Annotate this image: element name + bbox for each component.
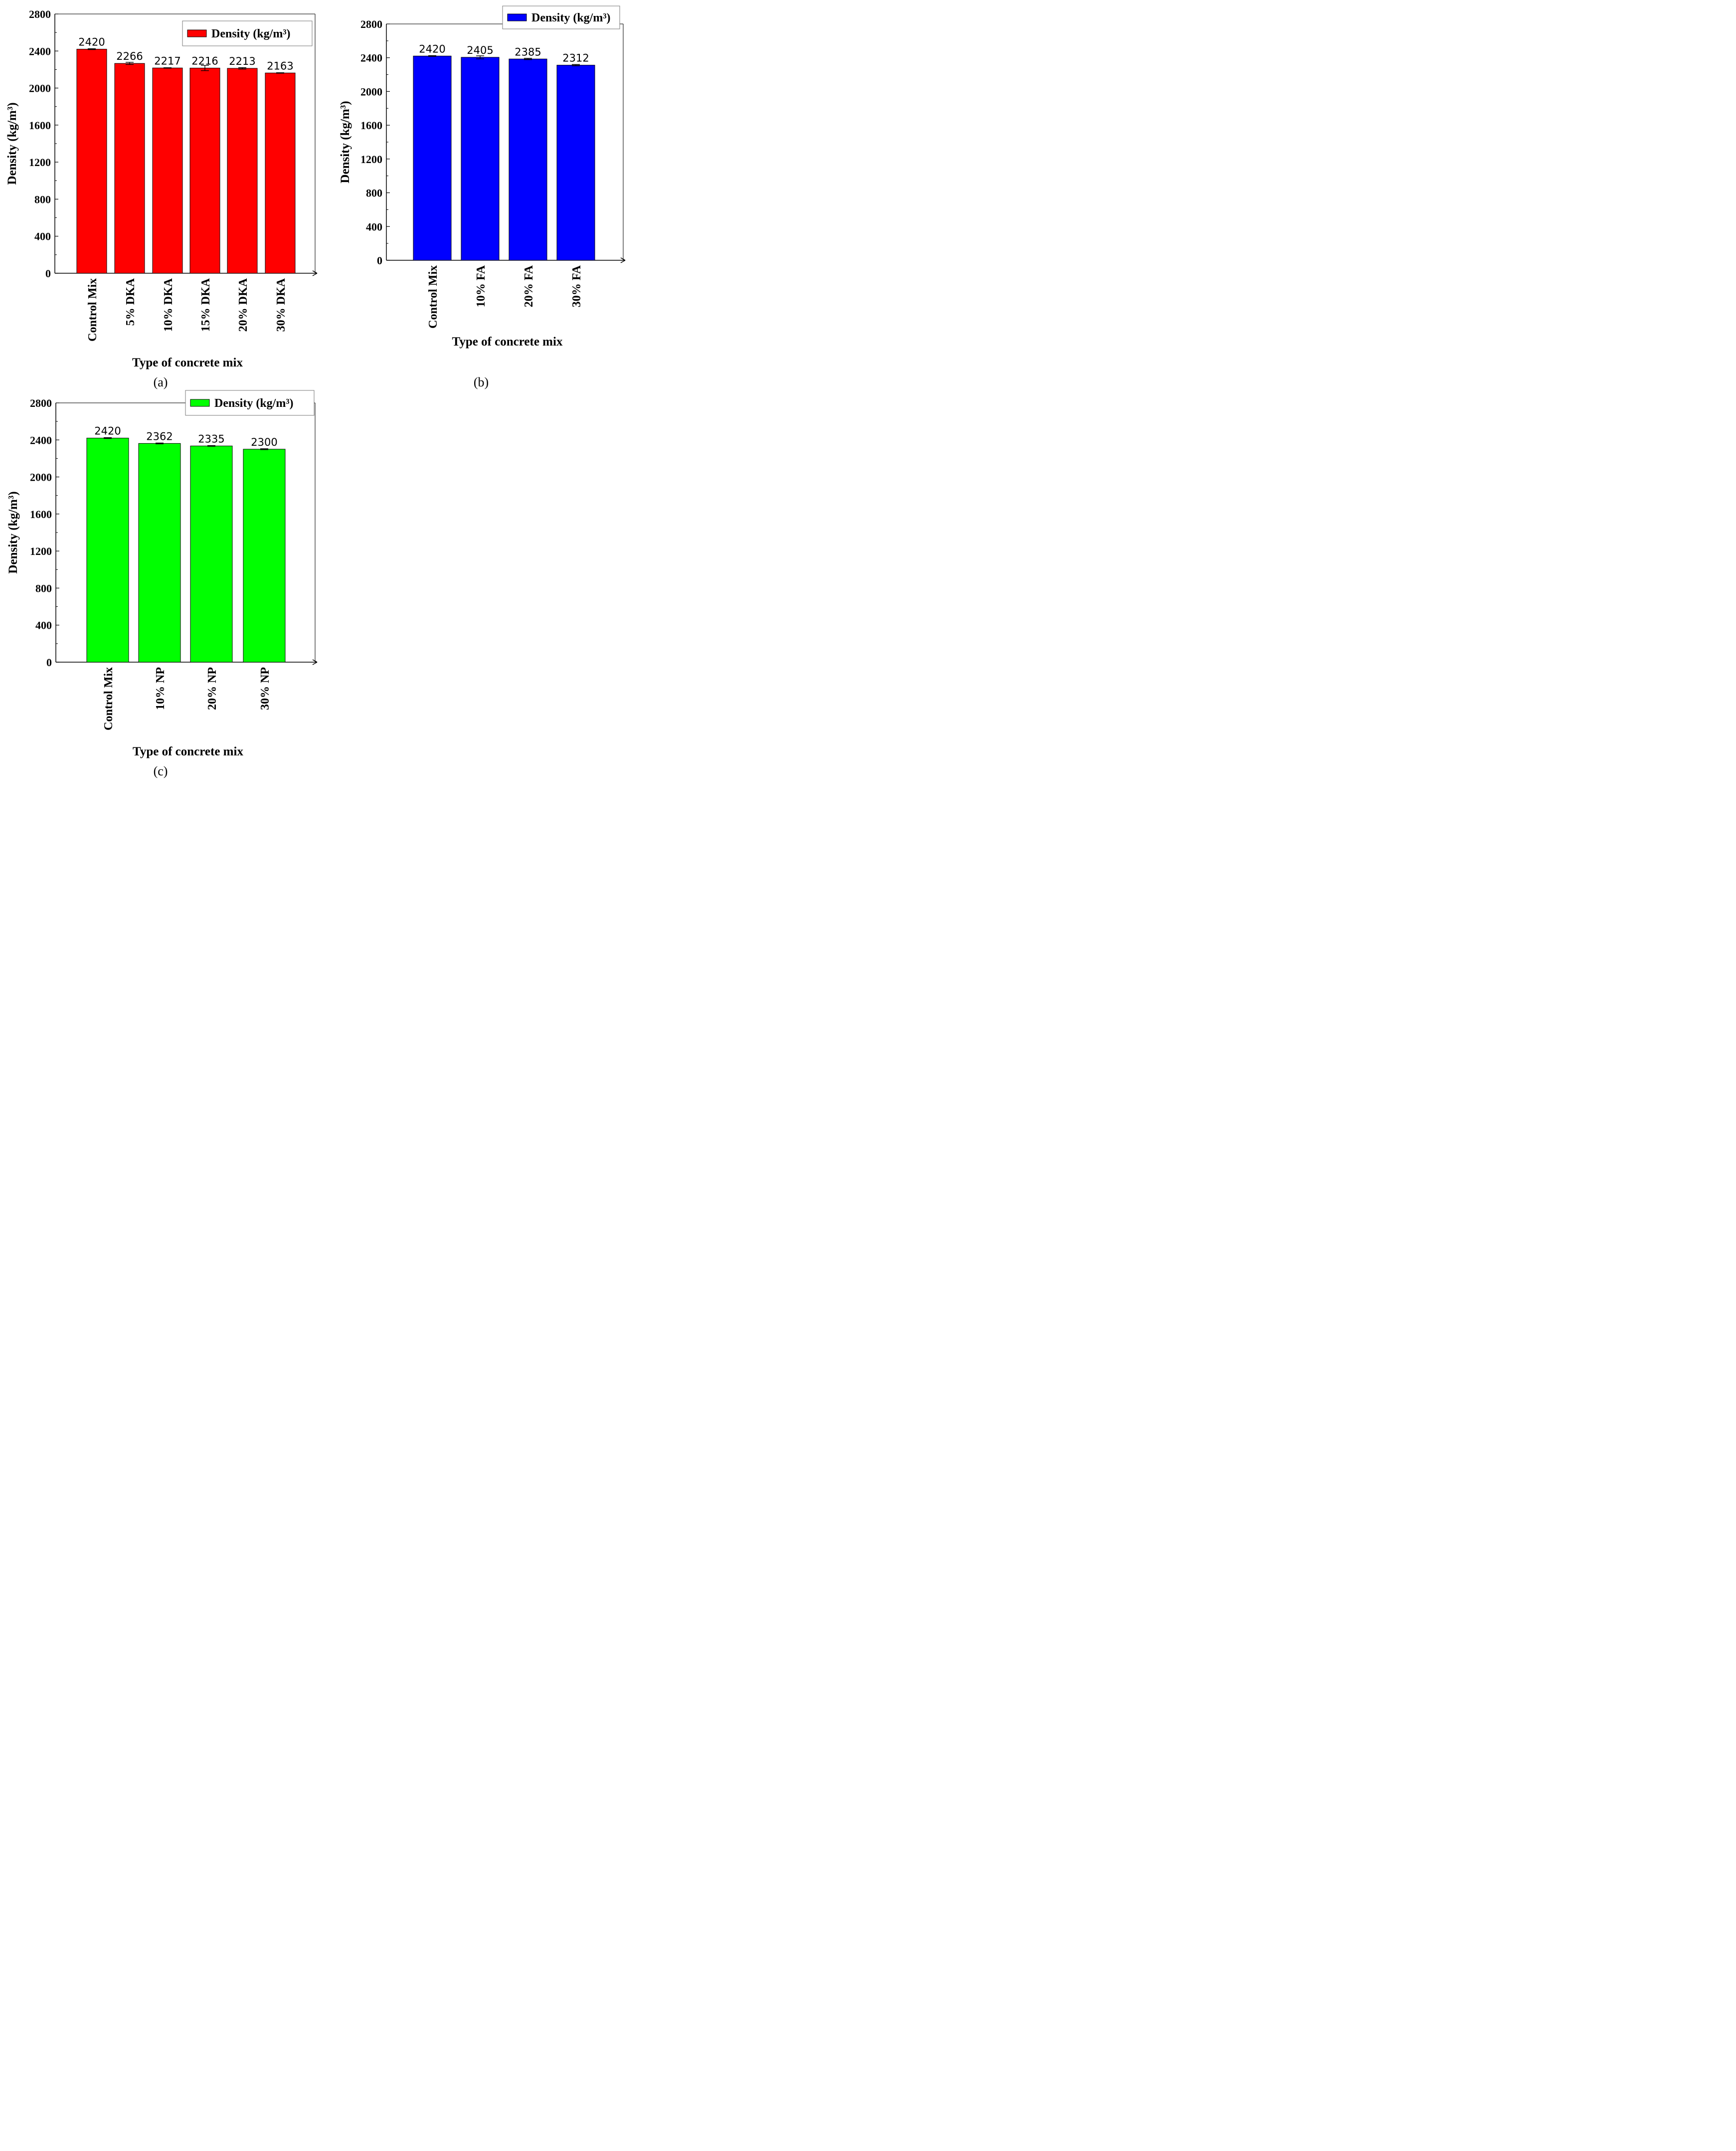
bar [243,449,286,663]
legend-swatch [190,399,210,407]
category-label: 10% NP [154,667,167,710]
y-tick-label: 800 [366,187,382,199]
y-tick-label: 400 [366,220,382,233]
y-tick-label: 2400 [30,434,52,446]
legend-swatch [187,29,207,37]
y-tick-label: 0 [45,267,51,280]
chart-panel-2: 0 400 800 1200 1600 2000 2400 2800 2420 Control M… [339,5,626,389]
y-tick-label: 1200 [29,156,51,169]
x-axis-arrow [312,659,318,665]
y-tick-label: 2400 [29,45,51,57]
category-label: 20% NP [206,667,219,710]
category-label: 5% DKA [124,278,137,326]
data-label: 2312 [562,52,589,64]
panel-label: (c) [154,764,168,778]
bar [509,58,547,261]
bar [227,68,258,274]
y-tick-label: 1600 [29,119,51,132]
data-label: 2420 [94,425,121,437]
bar [76,49,107,274]
y-tick-label: 2400 [360,52,382,64]
category-label: 30% DKA [275,278,288,332]
data-label: 2385 [515,46,541,58]
panel-label: (a) [154,375,168,389]
bar [138,443,181,663]
panel-label: (b) [474,375,489,389]
data-label: 2163 [267,60,293,72]
y-tick-label: 2000 [29,82,51,95]
chart-panel-1: 0 400 800 1200 1600 2000 2400 2800 2420 Control M… [5,8,318,389]
y-tick-label: 0 [46,656,52,669]
data-label: 2216 [191,55,218,67]
y-tick-label: 1600 [360,119,382,132]
legend-label: Density (kg/m³) [214,397,294,410]
x-axis-title: Type of concrete mix [452,335,563,349]
bar [556,65,595,261]
y-axis-title: Density (kg/m³) [339,101,352,183]
category-label: 30% NP [259,667,272,710]
category-label: 20% DKA [237,278,250,332]
y-tick-label: 1200 [360,153,382,166]
y-tick-label: 400 [34,230,51,243]
x-axis-arrow [620,257,626,263]
data-label: 2335 [198,433,224,445]
data-label: 2420 [78,36,105,48]
figure: 0 400 800 1200 1600 2000 2400 2800 2420 Control M… [5,5,626,778]
x-axis-arrow [312,270,318,276]
data-label: 2362 [146,430,173,442]
y-tick-label: 2800 [360,18,382,30]
x-axis-title: Type of concrete mix [133,745,243,758]
category-label: 10% DKA [162,278,175,332]
data-label: 2213 [229,55,255,67]
category-label: Control Mix [427,265,440,329]
y-tick-label: 2000 [30,471,52,484]
y-tick-label: 0 [377,254,382,267]
bar [152,67,183,274]
chart-panel-3: 0 400 800 1200 1600 2000 2400 2800 2420 Control M… [6,390,318,778]
category-label: Control Mix [102,667,115,730]
legend-label: Density (kg/m³) [531,11,611,24]
data-label: 2217 [154,55,180,67]
legend-label: Density (kg/m³) [211,27,291,40]
legend-swatch [507,13,527,21]
bar [189,67,220,274]
bar [86,438,129,663]
data-label: 2300 [251,436,277,448]
y-axis-title: Density (kg/m³) [6,491,20,573]
category-label: 15% DKA [199,278,212,332]
y-tick-label: 800 [35,582,52,594]
y-tick-label: 2800 [30,397,52,409]
data-label: 2266 [116,50,143,62]
bar [114,63,145,274]
category-label: 10% FA [475,265,488,307]
x-axis-title: Type of concrete mix [132,356,243,369]
y-tick-label: 400 [35,619,52,632]
y-tick-label: 800 [34,193,51,205]
y-tick-label: 1600 [30,508,52,521]
y-tick-label: 2000 [360,85,382,98]
category-label: Control Mix [86,278,99,342]
bar [461,57,500,261]
category-label: 30% FA [570,265,583,307]
y-axis-title: Density (kg/m³) [5,102,19,184]
bar [413,55,452,261]
y-tick-label: 2800 [29,8,51,20]
bar [190,445,233,663]
bar [265,72,296,274]
data-label: 2405 [467,44,493,56]
y-tick-label: 1200 [30,545,52,557]
data-label: 2420 [419,43,445,55]
category-label: 20% FA [522,265,535,307]
